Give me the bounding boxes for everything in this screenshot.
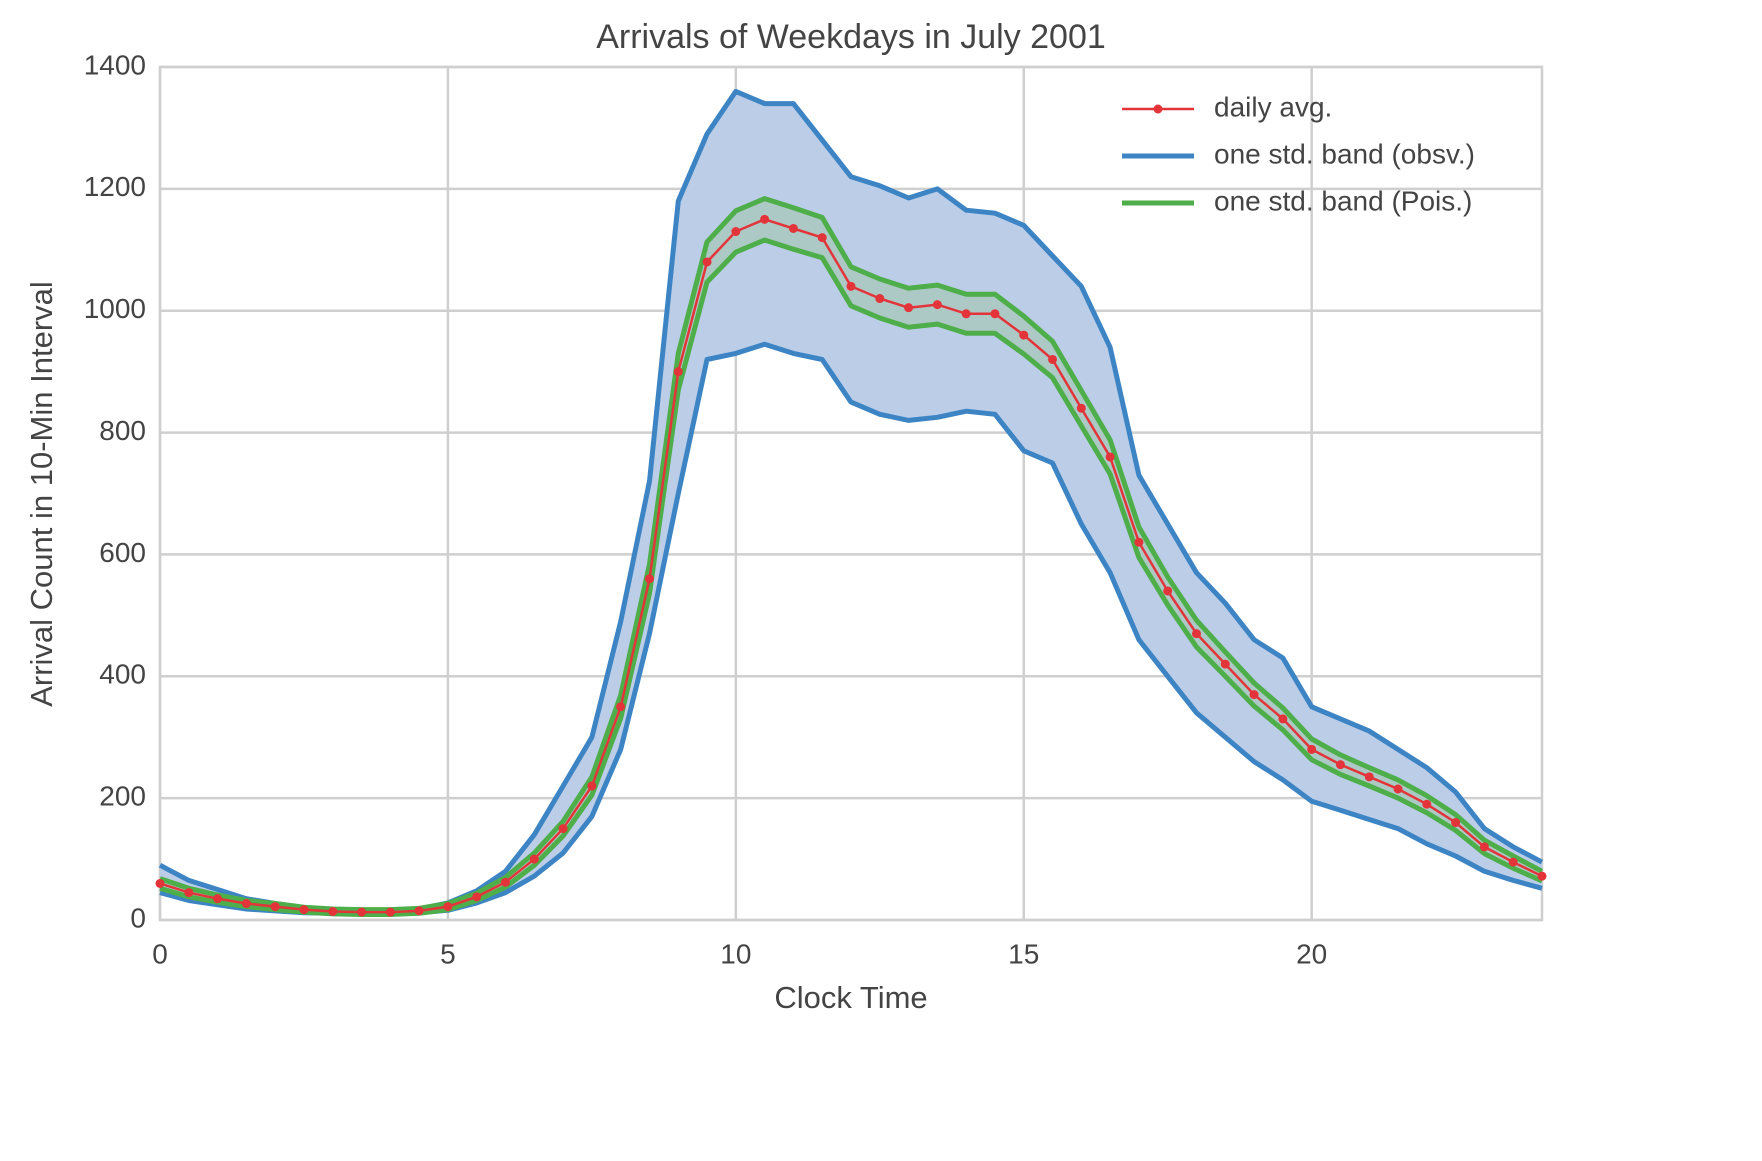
point [1422, 799, 1432, 809]
point [1249, 690, 1259, 700]
point [1451, 818, 1461, 828]
point [990, 309, 1000, 319]
point [875, 294, 885, 304]
legend-marker [1153, 104, 1163, 114]
point [184, 888, 194, 898]
point [1479, 842, 1489, 852]
point [904, 303, 914, 313]
x-tick-label: 10 [720, 938, 751, 969]
point [357, 907, 367, 917]
point [1105, 452, 1115, 462]
plot-frame [158, 65, 1544, 922]
point [731, 227, 741, 237]
x-tick-label: 20 [1296, 938, 1327, 969]
chart-title: Arrivals of Weekdays in July 2001 [596, 18, 1106, 56]
point [817, 233, 827, 243]
point [241, 899, 251, 909]
point [472, 892, 482, 902]
point [1220, 659, 1230, 669]
point [1278, 714, 1288, 724]
x-axis-label: Clock Time [774, 980, 927, 1015]
point [1019, 330, 1029, 340]
y-tick-label: 800 [99, 415, 146, 446]
point [760, 214, 770, 224]
point [1364, 772, 1374, 782]
point [299, 905, 309, 915]
point [673, 367, 683, 377]
legend-label: one std. band (Pois.) [1214, 185, 1472, 216]
point [213, 894, 223, 904]
point [270, 902, 280, 912]
y-axis-label: Arrival Count in 10-Min Interval [24, 281, 59, 707]
point [1076, 403, 1086, 413]
point [1307, 744, 1317, 754]
point [961, 309, 971, 319]
x-tick-label: 5 [440, 938, 456, 969]
point [644, 574, 654, 584]
point [788, 223, 798, 233]
y-tick-label: 1400 [84, 49, 146, 80]
y-tick-label: 400 [99, 659, 146, 690]
y-tick-label: 1200 [84, 171, 146, 202]
point [501, 877, 510, 887]
point [414, 906, 424, 916]
point [1537, 871, 1547, 881]
point [587, 781, 597, 791]
x-tick-label: 0 [152, 938, 168, 969]
point [328, 906, 338, 916]
x-tick-label: 15 [1008, 938, 1039, 969]
point [558, 824, 568, 834]
y-tick-label: 600 [99, 537, 146, 568]
y-tick-label: 1000 [84, 293, 146, 324]
y-tick-label: 200 [99, 781, 146, 812]
point [1393, 784, 1403, 794]
point [1508, 857, 1518, 867]
point [846, 281, 856, 291]
band-fill [160, 91, 1542, 914]
legend-label: daily avg. [1214, 91, 1332, 122]
point [155, 878, 165, 888]
point [443, 902, 453, 912]
point [702, 257, 712, 267]
point [385, 907, 395, 917]
legend-label: one std. band (obsv.) [1214, 138, 1475, 169]
point [1163, 586, 1173, 596]
point [932, 300, 942, 310]
legend: daily avg. one std. band (obsv.) one std. … [1122, 91, 1475, 216]
plot-area [155, 88, 1547, 917]
point [1192, 629, 1201, 639]
point [529, 854, 539, 864]
point [616, 702, 626, 712]
y-tick-label: 0 [130, 902, 146, 933]
point [1048, 354, 1058, 364]
point [1134, 537, 1144, 547]
point [1335, 760, 1345, 770]
